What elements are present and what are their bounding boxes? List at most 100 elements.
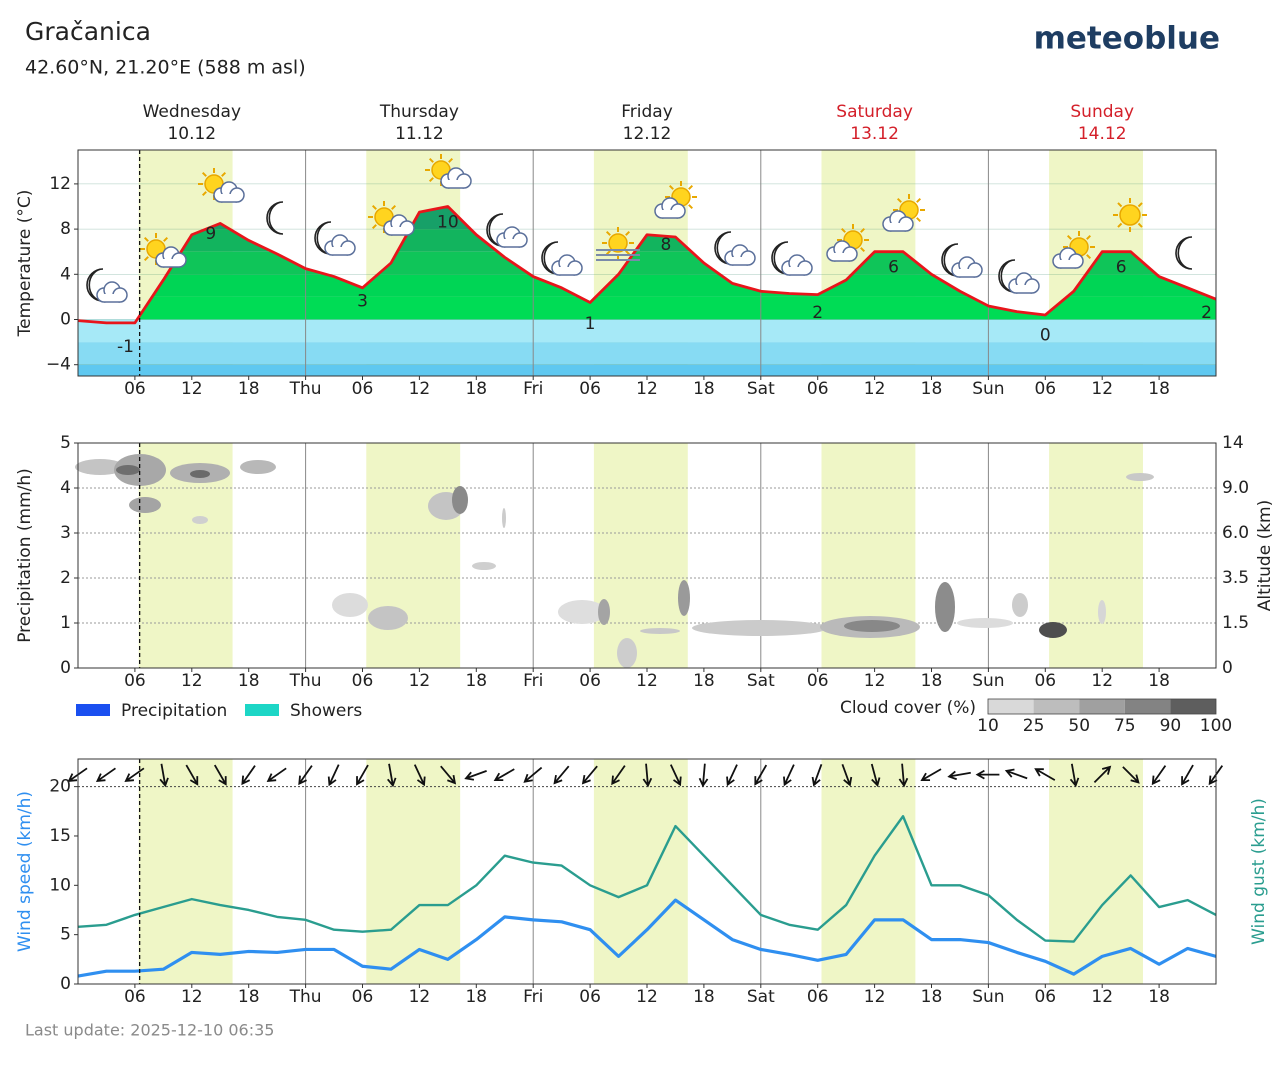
x-tick-label: Sat — [747, 379, 775, 399]
cloud-cover-blob — [75, 459, 125, 475]
moon — [266, 201, 284, 235]
wind-arrow — [95, 767, 116, 782]
temperature-extreme-label: 0 — [1040, 326, 1051, 346]
x-tick-label: 06 — [1034, 671, 1056, 691]
x-tick-label: 18 — [693, 379, 715, 399]
y-tick-label: 4 — [60, 264, 71, 284]
daylight-band — [366, 443, 461, 668]
wind-arrow — [356, 764, 369, 786]
sun-ray — [371, 204, 377, 210]
temperature-extreme-label: 1 — [585, 314, 596, 334]
x-tick-label: 12 — [864, 987, 886, 1007]
cold-band — [78, 342, 1216, 365]
colorbar-swatch — [1170, 699, 1216, 714]
cloud-cover-blob — [368, 606, 408, 630]
y-tick-label: 0 — [60, 974, 71, 994]
y-tick-label: −4 — [46, 355, 71, 375]
cloud-cover-blob — [116, 465, 140, 475]
wind-arrow — [947, 770, 971, 781]
cloud-part — [559, 267, 575, 275]
cloud-part — [104, 294, 120, 302]
sun — [608, 233, 628, 253]
cloud-cover-blob — [1098, 600, 1106, 624]
cloud-part — [221, 194, 237, 202]
x-tick-label: Thu — [289, 379, 322, 399]
x-tick-label: 18 — [238, 987, 260, 1007]
sun-ray — [1066, 234, 1072, 240]
y2-tick-label: 14 — [1222, 433, 1244, 453]
cloud-cover-blob — [192, 516, 208, 524]
colorbar-tick-label: 10 — [977, 716, 999, 736]
wind-arrow — [1122, 766, 1140, 784]
x-tick-label: 18 — [1148, 671, 1170, 691]
x-tick-label: 06 — [124, 379, 146, 399]
day-date: 14.12 — [1078, 124, 1127, 144]
sun-ray — [1086, 234, 1092, 240]
colorbar-tick-label: 100 — [1200, 716, 1232, 736]
wind-arrow — [387, 763, 397, 788]
day-name: Saturday — [836, 102, 913, 122]
wind-arrow — [266, 767, 287, 782]
wind-arrow — [440, 765, 457, 785]
temperature-line — [77, 205, 1217, 325]
sun — [1119, 204, 1141, 226]
wind-arrow — [841, 763, 853, 787]
location-title: Gračanica — [25, 17, 151, 46]
x-tick-label: Sun — [972, 671, 1004, 691]
y-tick-label: 0 — [60, 310, 71, 330]
x-tick-label: 18 — [465, 987, 487, 1007]
sun-ray — [860, 227, 866, 233]
wind-arrow — [642, 763, 653, 788]
x-tick-label: 18 — [238, 671, 260, 691]
x-tick-label: 12 — [864, 671, 886, 691]
colorbar-label: Cloud cover (%) — [840, 698, 976, 718]
wind-arrow — [185, 764, 199, 786]
temperature-extreme-label: 6 — [888, 258, 899, 278]
x-tick-label: 12 — [636, 379, 658, 399]
cloud-cover-blob — [935, 582, 955, 632]
x-tick-label: 06 — [1034, 379, 1056, 399]
wind-arrow — [298, 765, 313, 786]
cloud-cover-blob — [678, 580, 690, 616]
x-tick-label: 06 — [352, 987, 374, 1007]
sun-ray — [605, 250, 611, 256]
sun-ray — [201, 191, 207, 197]
sun-ray — [221, 171, 227, 177]
wind-arrow — [1004, 768, 1028, 780]
wind-arrow — [1034, 768, 1056, 781]
warm-band — [78, 296, 1216, 320]
sun-ray — [916, 217, 922, 223]
temperature-extreme-label: 6 — [1116, 258, 1127, 278]
cold-band — [78, 364, 1216, 376]
sun-ray — [625, 230, 631, 236]
cloud-part — [448, 180, 464, 188]
x-tick-label: 06 — [352, 671, 374, 691]
legend-swatch — [245, 704, 279, 716]
y-tick-label: 5 — [60, 433, 71, 453]
x-tick-label: 06 — [807, 671, 829, 691]
day-date: 10.12 — [167, 124, 216, 144]
y2-tick-label: 3.5 — [1222, 568, 1249, 588]
cloud-part — [890, 223, 906, 231]
x-tick-label: 18 — [465, 379, 487, 399]
cloud-cover-blob — [129, 497, 161, 513]
x-tick-label: 12 — [409, 379, 431, 399]
x-tick-label: 12 — [409, 671, 431, 691]
y2-axis-label: Wind gust (km/h) — [1249, 798, 1269, 945]
x-tick-label: 12 — [181, 987, 203, 1007]
cloud-cover-blob — [598, 599, 610, 625]
day-name: Friday — [621, 102, 673, 122]
sun-ray — [1117, 202, 1123, 208]
day-name: Wednesday — [143, 102, 241, 122]
x-tick-label: 06 — [1034, 987, 1056, 1007]
sun-ray — [860, 247, 866, 253]
sun-ray — [1137, 202, 1143, 208]
colorbar-tick-label: 90 — [1160, 716, 1182, 736]
sun-ray — [143, 236, 149, 242]
x-tick-label: 18 — [921, 987, 943, 1007]
y2-tick-label: 9.0 — [1222, 478, 1249, 498]
sun-ray — [143, 256, 149, 262]
cloud-cover-blob — [502, 508, 506, 528]
wind-arrow — [898, 763, 909, 788]
wind-arrow — [464, 770, 487, 781]
